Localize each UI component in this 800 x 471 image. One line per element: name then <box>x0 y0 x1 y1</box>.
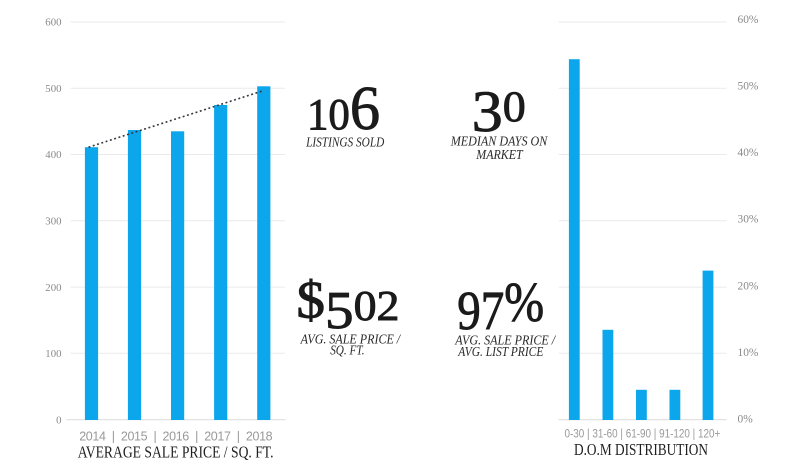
svg-text:97%: 97% <box>457 273 544 342</box>
svg-text:100: 100 <box>45 348 61 360</box>
svg-text:AVERAGE SALE PRICE / SQ. FT.: AVERAGE SALE PRICE / SQ. FT. <box>78 442 274 461</box>
svg-text:50%: 50% <box>738 80 759 92</box>
svg-text:0%: 0% <box>738 414 754 426</box>
svg-text:10%: 10% <box>738 347 759 359</box>
svg-text:500: 500 <box>45 83 61 95</box>
svg-text:400: 400 <box>45 149 61 161</box>
svg-text:0: 0 <box>56 414 61 426</box>
svg-text:MARKET: MARKET <box>475 148 523 163</box>
svg-text:30%: 30% <box>738 214 759 226</box>
svg-text:200: 200 <box>45 282 61 294</box>
svg-text:SQ. FT.: SQ. FT. <box>330 344 364 359</box>
svg-text:AVG. SALE PRICE /: AVG. SALE PRICE / <box>454 334 556 349</box>
svg-text:600: 600 <box>45 17 61 29</box>
svg-text:AVG. LIST PRICE: AVG. LIST PRICE <box>457 345 543 360</box>
svg-text:$502: $502 <box>296 270 399 339</box>
svg-text:2014 | 2015 | 2016 | 201: 2014 | 2015 | 2016 | 2017 | 2018 <box>79 429 272 443</box>
svg-text:MEDIAN DAYS ON: MEDIAN DAYS ON <box>450 135 548 150</box>
svg-text:AVG. SALE PRICE /: AVG. SALE PRICE / <box>300 333 401 348</box>
svg-text:LISTINGS SOLD: LISTINGS SOLD <box>305 135 384 150</box>
svg-text:60%: 60% <box>738 14 759 26</box>
svg-text:300: 300 <box>45 216 61 228</box>
svg-text:20%: 20% <box>738 280 759 292</box>
svg-text:0-30 | 31-60 | 61-90 | 91-120: 0-30 | 31-60 | 61-90 | 91-120 | 120+ <box>565 427 721 441</box>
svg-text:30: 30 <box>472 79 526 144</box>
svg-text:106: 106 <box>307 75 380 144</box>
svg-text:D.O.M DISTRIBUTION: D.O.M DISTRIBUTION <box>574 440 708 459</box>
svg-text:40%: 40% <box>738 147 759 159</box>
